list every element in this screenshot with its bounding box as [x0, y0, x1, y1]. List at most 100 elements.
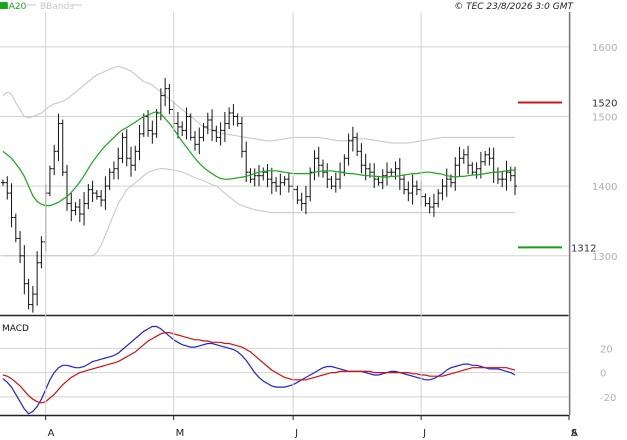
- price-grid: [0, 46, 569, 257]
- ohlc-bar: [94, 190, 99, 200]
- ma20-line-group: [2, 110, 515, 207]
- price-tick-label: 1500: [592, 112, 617, 123]
- ohlc-bar: [116, 147, 121, 180]
- ohlc-bar: [423, 193, 428, 207]
- ohlc-bar: [406, 181, 411, 202]
- price-panel-background: [0, 12, 569, 315]
- ohlc-bar: [444, 168, 449, 197]
- ohlc-bar: [214, 125, 219, 143]
- ohlc-bar: [299, 192, 304, 211]
- ohlc-bar: [167, 83, 172, 115]
- ohlc-bar: [513, 166, 517, 196]
- ohlc-bar: [500, 171, 505, 188]
- ma20-legend-label: MA20: [1, 2, 27, 12]
- ohlc-bar: [248, 168, 253, 184]
- ohlc-bar: [295, 185, 300, 204]
- ohlc-bar: [56, 113, 61, 162]
- ohlc-bar: [18, 231, 23, 264]
- ohlc-bar: [77, 198, 82, 223]
- ohlc-bar: [129, 146, 133, 177]
- macd-tick-label: -20: [600, 393, 616, 404]
- ohlc-bar: [205, 112, 210, 135]
- ohlc-bar: [436, 189, 441, 208]
- macd-panel: MACD 20 0 -20: [0, 324, 616, 415]
- ohlc-bar: [427, 197, 432, 214]
- ohlc-bar: [385, 162, 389, 186]
- ohlc-bar: [372, 163, 377, 189]
- ohlc-bar: [461, 149, 466, 164]
- ohlc-bar: [252, 168, 257, 187]
- ohlc-bar: [39, 236, 44, 269]
- ohlc-bar: [355, 132, 360, 157]
- macd-lines: [2, 325, 516, 415]
- ohlc-bar: [321, 159, 325, 178]
- ohlc-bar: [65, 164, 69, 211]
- ohlc-bar: [359, 143, 364, 174]
- ohlc-bar: [47, 165, 52, 197]
- ohlc-bar: [52, 144, 57, 176]
- ohlc-bar: [333, 172, 338, 193]
- ohlc-bar: [26, 278, 31, 310]
- x-tick-label: A: [48, 428, 55, 439]
- ohlc-bar: [227, 107, 232, 130]
- ohlc-bar: [9, 183, 14, 228]
- macd-tick-label: 0: [600, 369, 606, 380]
- price-tick-label: 1300: [592, 252, 617, 263]
- ohlc-bar: [474, 162, 479, 179]
- ohlc-bar: [73, 202, 78, 216]
- ohlc-bar: [35, 251, 40, 306]
- x-tick-label: J: [294, 428, 298, 439]
- ohlc-bar: [99, 190, 104, 207]
- copyright-text: © TEC 23/8/2026 3:0 GMT: [454, 2, 574, 12]
- ohlc-bar: [269, 167, 274, 195]
- ohlc-bar: [376, 176, 381, 186]
- ohlc-bar: [282, 176, 287, 186]
- resistance-label: 1520: [592, 99, 617, 110]
- x-tick-label: A: [571, 428, 578, 439]
- ohlc-bar: [22, 245, 27, 295]
- ohlc-bar: [389, 168, 394, 177]
- price-y-axis: 1300 1400 1500 1600: [592, 43, 617, 263]
- ohlc-bar: [5, 176, 10, 200]
- ohlc-bar: [150, 120, 155, 144]
- price-tick-label: 1400: [592, 182, 617, 193]
- ohlc-bar: [470, 162, 475, 176]
- ohlc-bar: [414, 180, 419, 196]
- ohlc-bar: [346, 133, 351, 166]
- ohlc-bar: [90, 180, 95, 203]
- ohlc-bar: [60, 119, 65, 177]
- ohlc-bar: [180, 121, 185, 137]
- ohlc-bar: [402, 174, 407, 195]
- ohlc-bar: [86, 184, 91, 210]
- ohlc-bar: [222, 111, 227, 142]
- ohlc-bar: [286, 172, 291, 193]
- ohlc-bar: [440, 178, 445, 201]
- ohlc-bar: [325, 163, 330, 189]
- ohlc-bar: [239, 117, 244, 158]
- ohlc-bar: [193, 130, 197, 151]
- ohlc-bar: [103, 176, 108, 210]
- ohlc-bar: [133, 145, 138, 171]
- ohlc-bar: [274, 177, 279, 192]
- ohlc-bar: [188, 113, 193, 141]
- macd-tick-label: 20: [600, 344, 613, 355]
- price-levels: 1520 1312: [518, 99, 617, 254]
- x-axis: A M J J AS: [45, 12, 578, 439]
- ohlc-bar: [210, 109, 215, 142]
- ohlc-bar: [111, 161, 116, 180]
- ohlc-bar: [261, 167, 266, 181]
- price-tick-label: 1600: [592, 43, 617, 54]
- ohlc-bar: [201, 123, 206, 142]
- ohlc-bar: [82, 192, 87, 226]
- ohlc-bar: [69, 192, 74, 222]
- x-tick-label: J: [422, 428, 426, 439]
- ohlc-bar: [218, 122, 223, 146]
- bollinger-upper-line: [2, 65, 515, 144]
- ohlc-bar: [504, 160, 509, 191]
- ohlc-bar: [137, 124, 142, 161]
- ma20-legend-swatch: [0, 2, 7, 9]
- ohlc-bar: [350, 126, 355, 152]
- ma20-line: [2, 110, 515, 207]
- ohlc-bar: [184, 107, 189, 140]
- ohlc-bar: [107, 168, 112, 191]
